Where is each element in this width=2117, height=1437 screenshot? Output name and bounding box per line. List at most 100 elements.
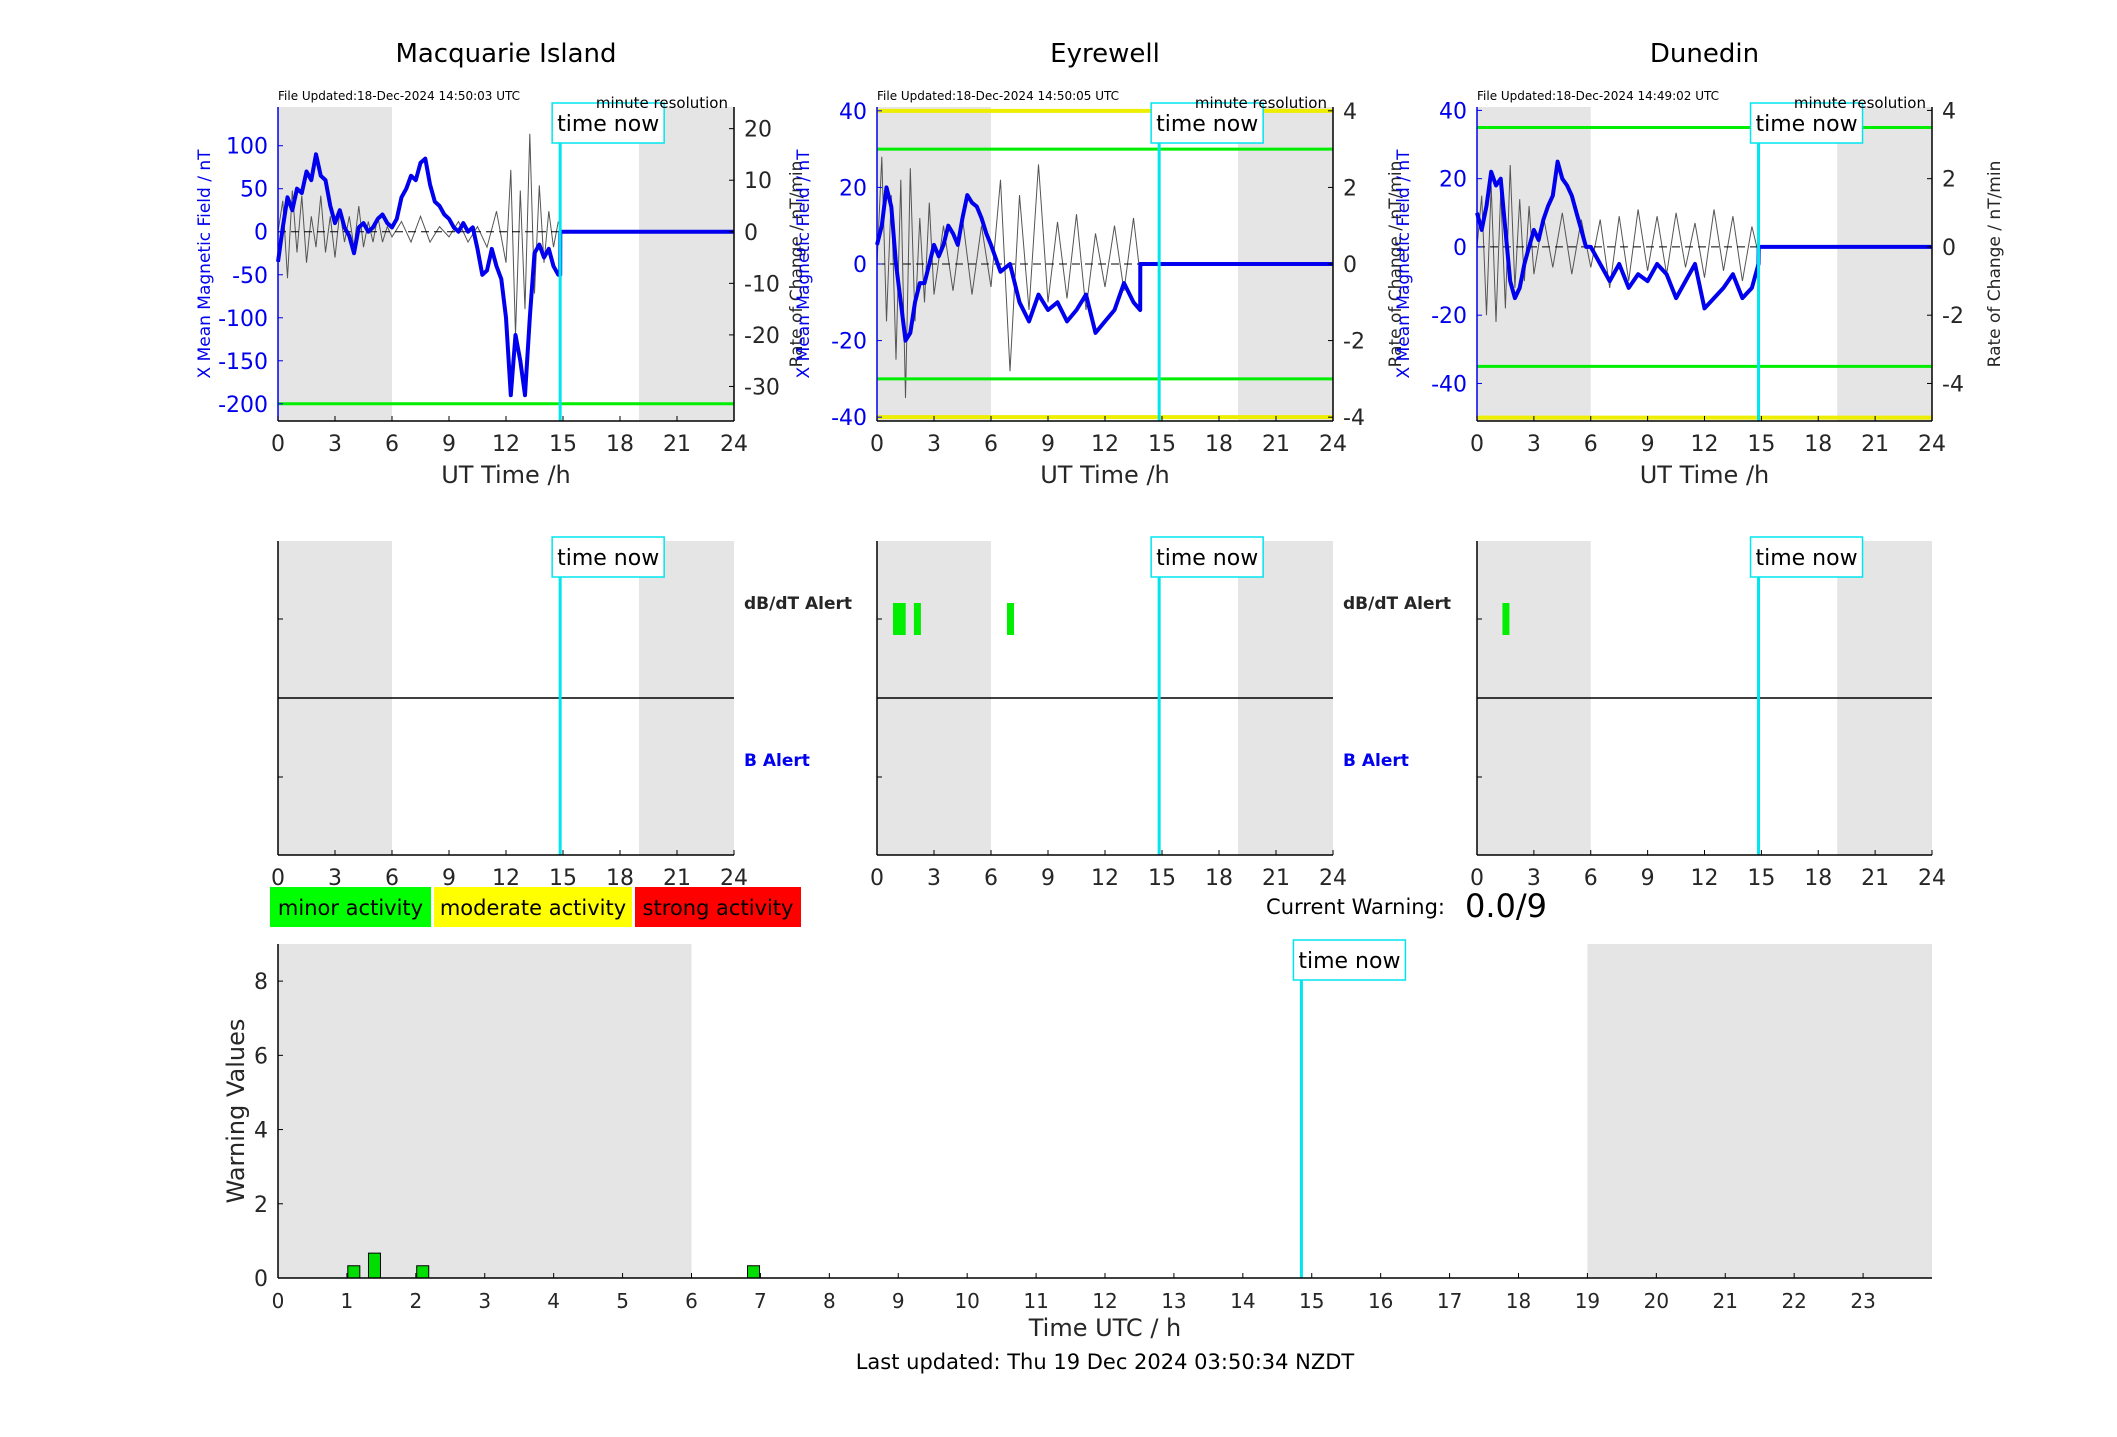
field-panel-night-shade <box>639 107 734 421</box>
x-tick-label: 21 <box>1262 432 1290 457</box>
time-now-box <box>1150 102 1264 144</box>
dbdt-alert-label: dB/dT Alert <box>1343 594 1451 614</box>
current-warning-value: 0.0/9 <box>1465 887 1547 925</box>
file-updated-label: File Updated:18-Dec-2024 14:50:05 UTC <box>877 89 1119 103</box>
y-tick-label-right: -30 <box>744 375 780 400</box>
x-tick-label: 3 <box>1527 866 1541 891</box>
x-tick-label: 3 <box>478 1289 491 1313</box>
x-tick-label: 12 <box>1691 432 1719 457</box>
x-tick-label: 6 <box>685 1289 698 1313</box>
y-tick-label-right: 20 <box>744 118 772 143</box>
y-tick-label-right: 2 <box>1942 168 1956 193</box>
warning-bar <box>416 1265 430 1279</box>
time-now-text: time now <box>1755 112 1857 137</box>
dbdt-alert-label: dB/dT Alert <box>744 594 852 614</box>
dbdt-alert-mark <box>913 603 921 635</box>
x-tick-label: 5 <box>616 1289 629 1313</box>
y-tick-label-right: 0 <box>744 221 758 246</box>
x-tick-label: 10 <box>954 1289 979 1313</box>
panel-title: Eyrewell <box>1050 39 1160 69</box>
y-tick-label-left: 20 <box>1439 168 1467 193</box>
time-now-text: time now <box>1156 546 1258 571</box>
y-tick-label-left: -40 <box>1431 372 1467 397</box>
y-tick-label-left: -20 <box>1431 304 1467 329</box>
field-series-line <box>276 152 734 398</box>
y-tick-label-right: 2 <box>1343 176 1357 201</box>
time-now-text: time now <box>1156 112 1258 137</box>
x-tick-label: 3 <box>927 432 941 457</box>
x-axis-label: UT Time /h <box>1040 461 1170 489</box>
x-tick-label: 9 <box>892 1289 905 1313</box>
y-tick-label: 2 <box>254 1193 268 1218</box>
x-tick-label: 4 <box>547 1289 560 1313</box>
y-axis-label-right: Rate of Change / nT/min <box>787 161 807 368</box>
time-now-text: time now <box>1298 949 1400 974</box>
time-now-box <box>1749 102 1864 144</box>
file-updated-label: File Updated:18-Dec-2024 14:49:02 UTC <box>1477 89 1719 103</box>
x-tick-label: 24 <box>1918 866 1946 891</box>
warning-panel-night-shade <box>278 944 692 1278</box>
y-tick-label-left: -200 <box>218 393 268 418</box>
resolution-label: minute resolution <box>1794 94 1926 112</box>
legend-swatch <box>270 887 431 927</box>
y-tick-label: 0 <box>254 1267 268 1292</box>
dbdt-alert-mark <box>898 603 906 635</box>
y-tick-label-right: 10 <box>744 169 772 194</box>
x-tick-label: 15 <box>549 866 577 891</box>
y-tick-label-left: 50 <box>240 178 268 203</box>
field-panel-night-shade <box>1477 107 1591 421</box>
warning-bar <box>367 1252 381 1279</box>
dbdt-alert-mark <box>1502 603 1510 635</box>
x-tick-label: 24 <box>720 866 748 891</box>
y-tick-label-left: -50 <box>232 264 268 289</box>
current-warning-label: Current Warning: <box>1266 895 1445 919</box>
x-tick-label: 9 <box>1041 432 1055 457</box>
y-tick-label-right: 0 <box>1343 253 1357 278</box>
x-tick-label: 6 <box>984 866 998 891</box>
x-axis-label: UT Time /h <box>1640 461 1770 489</box>
y-tick-label-right: -2 <box>1343 330 1365 355</box>
x-tick-label: 13 <box>1161 1289 1186 1313</box>
x-tick-label: 12 <box>1092 1289 1117 1313</box>
rate-series-line <box>1476 164 1759 323</box>
x-tick-label: 11 <box>1023 1289 1048 1313</box>
b-alert-label: B Alert <box>744 751 810 771</box>
time-now-label-box: time now <box>1749 536 1864 578</box>
x-tick-label: 0 <box>271 866 285 891</box>
y-tick-label-left: 40 <box>1439 99 1467 124</box>
time-now-box <box>1150 536 1264 578</box>
x-tick-label: 0 <box>272 1289 285 1313</box>
resolution-label: minute resolution <box>1195 94 1327 112</box>
y-axis-label-right: Rate of Change / nT/min <box>1985 161 2005 368</box>
x-tick-label: 0 <box>271 432 285 457</box>
file-updated-label: File Updated:18-Dec-2024 14:50:03 UTC <box>278 89 520 103</box>
y-tick-label-right: -4 <box>1343 406 1365 431</box>
x-tick-label: 18 <box>1205 432 1233 457</box>
y-tick-label-right: 4 <box>1343 100 1357 125</box>
x-tick-label: 3 <box>328 866 342 891</box>
time-now-text: time now <box>1755 546 1857 571</box>
field-panel-night-shade <box>278 107 392 421</box>
x-tick-label: 12 <box>492 432 520 457</box>
x-tick-label: 6 <box>984 432 998 457</box>
x-tick-label: 21 <box>1713 1289 1738 1313</box>
x-tick-label: 9 <box>442 866 456 891</box>
time-now-label-box: time now <box>1150 102 1264 144</box>
x-tick-label: 9 <box>442 432 456 457</box>
y-axis-label-right: Rate of Change / nT/min <box>1386 161 1406 368</box>
legend-swatch <box>434 887 632 927</box>
x-tick-label: 6 <box>385 432 399 457</box>
y-tick-label: 8 <box>254 970 268 995</box>
y-tick-label-right: -4 <box>1942 372 1964 397</box>
x-tick-label: 3 <box>328 432 342 457</box>
time-now-label-box: time now <box>1150 536 1264 578</box>
x-axis-label: UT Time /h <box>441 461 571 489</box>
x-tick-label: 15 <box>1299 1289 1324 1313</box>
x-tick-label: 18 <box>1506 1289 1531 1313</box>
x-tick-label: 21 <box>663 866 691 891</box>
x-tick-label: 12 <box>1691 866 1719 891</box>
x-tick-label: 15 <box>549 432 577 457</box>
time-now-box <box>1749 536 1864 578</box>
x-tick-label: 6 <box>385 866 399 891</box>
